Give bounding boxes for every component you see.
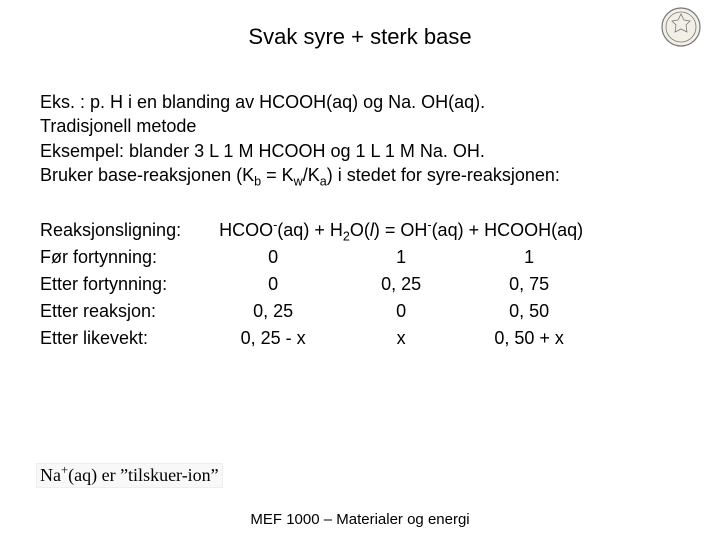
cell: 0, 75 <box>465 271 593 298</box>
intro-line-1: Eks. : p. H i en blanding av HCOOH(aq) o… <box>40 90 680 114</box>
cell: 0 <box>209 271 337 298</box>
row-label: Reaksjonsligning: <box>40 217 209 244</box>
intro-line-kb: Bruker base-reaksjonen (Kb = Kw/Ka) i st… <box>40 163 680 187</box>
table-row: Før fortynning: 0 1 1 <box>40 244 593 271</box>
row-label: Før fortynning: <box>40 244 209 271</box>
table-row: Etter likevekt: 0, 25 - x x 0, 50 + x <box>40 325 593 352</box>
cell: 0, 25 - x <box>209 325 337 352</box>
spectator-ion-note: Na+(aq) er ”tilskuer-ion” <box>36 463 223 488</box>
cell: 0, 50 <box>465 298 593 325</box>
slide-title: Svak syre + sterk base <box>40 24 680 50</box>
intro-block: Eks. : p. H i en blanding av HCOOH(aq) o… <box>40 90 680 187</box>
reaction-table: Reaksjonsligning: HCOO-(aq) + H2O(l) = O… <box>40 217 593 352</box>
cell: 1 <box>337 244 465 271</box>
row-label: Etter reaksjon: <box>40 298 209 325</box>
equation-cell: HCOO-(aq) + H2O(l) = OH-(aq) + HCOOH(aq) <box>209 217 593 244</box>
cell: 0, 25 <box>337 271 465 298</box>
cell: 0 <box>209 244 337 271</box>
cell: x <box>337 325 465 352</box>
intro-line-2: Tradisjonell metode <box>40 114 680 138</box>
cell: 0 <box>337 298 465 325</box>
table-row: Etter reaksjon: 0, 25 0 0, 50 <box>40 298 593 325</box>
seal-logo-icon <box>660 6 702 48</box>
slide-footer: MEF 1000 – Materialer og energi <box>0 511 720 528</box>
row-label: Etter likevekt: <box>40 325 209 352</box>
table-row-equation: Reaksjonsligning: HCOO-(aq) + H2O(l) = O… <box>40 217 593 244</box>
intro-line-3: Eksempel: blander 3 L 1 M HCOOH og 1 L 1… <box>40 139 680 163</box>
cell: 0, 25 <box>209 298 337 325</box>
row-label: Etter fortynning: <box>40 271 209 298</box>
cell: 1 <box>465 244 593 271</box>
table-row: Etter fortynning: 0 0, 25 0, 75 <box>40 271 593 298</box>
cell: 0, 50 + x <box>465 325 593 352</box>
